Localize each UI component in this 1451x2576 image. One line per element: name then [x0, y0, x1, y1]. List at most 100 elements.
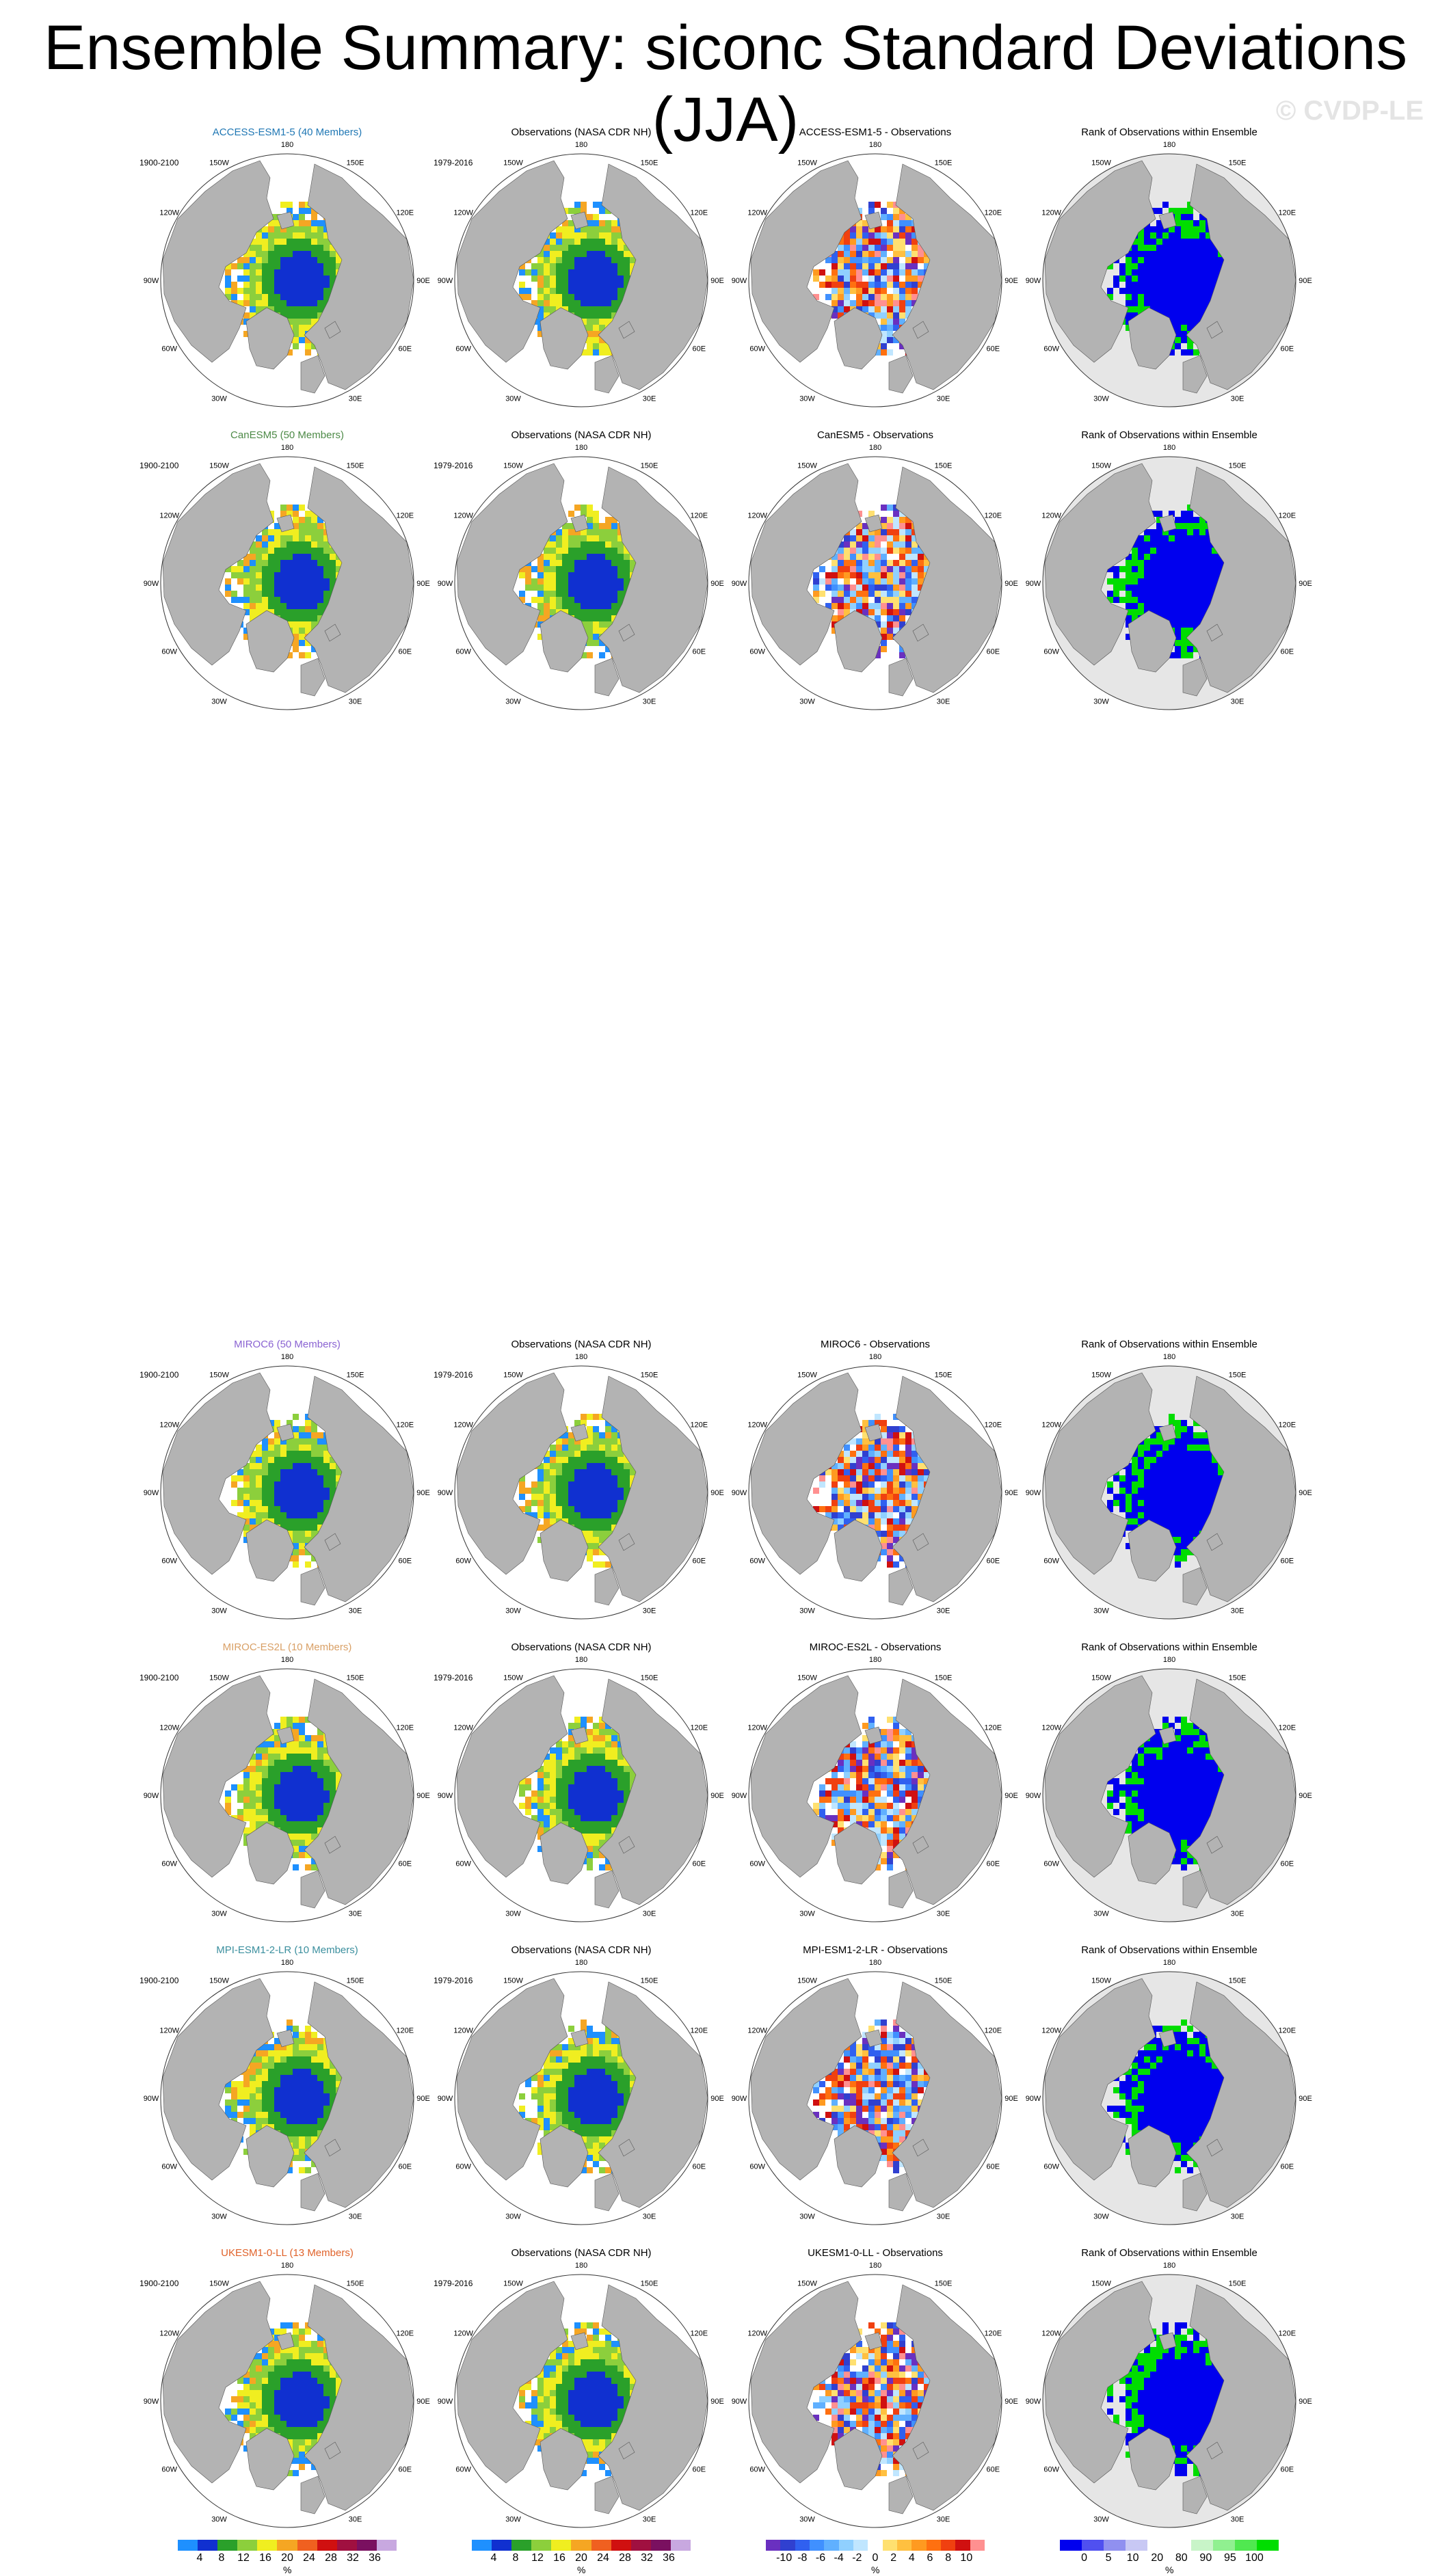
sea-ice-cell [1212, 1457, 1218, 1463]
sea-ice-cell [537, 1488, 544, 1494]
sea-ice-cell [1156, 541, 1162, 548]
land-mass [456, 463, 568, 666]
sea-ice-cell [630, 257, 636, 263]
sea-ice-cell [1150, 232, 1156, 239]
sea-ice-cell [323, 239, 330, 245]
sea-ice-cell [287, 226, 293, 232]
sea-ice-cell [605, 239, 611, 245]
sea-ice-cell [299, 1475, 305, 1481]
sea-ice-cell [850, 1457, 856, 1463]
sea-ice-cell [562, 1518, 568, 1525]
sea-ice-cell [905, 1469, 911, 1475]
sea-ice-cell [305, 226, 311, 232]
sea-ice-cell [1193, 560, 1199, 566]
sea-ice-cell [531, 566, 537, 572]
sea-ice-cell [1162, 251, 1169, 257]
sea-ice-cell [305, 1518, 311, 1525]
sea-ice-cell [1156, 1500, 1162, 1506]
sea-ice-cell [893, 578, 899, 585]
sea-ice-cell [905, 523, 911, 529]
sea-ice-cell [893, 523, 899, 529]
sea-ice-cell [844, 1494, 850, 1500]
sea-ice-cell [862, 1420, 868, 1426]
sea-ice-cell [280, 591, 287, 597]
sea-ice-cell [293, 529, 299, 535]
sea-ice-cell [323, 269, 330, 276]
sea-ice-cell [1144, 294, 1150, 300]
sea-ice-cell [299, 1457, 305, 1463]
sea-ice-cell [293, 1561, 299, 1568]
sea-ice-cell [924, 560, 930, 566]
map-panel-std: Observations (NASA CDR NH) 180 150E 120E 90E… [431, 1339, 732, 1626]
sea-ice-cell [587, 529, 593, 535]
land-mass [162, 1372, 274, 1575]
sea-ice-cell [1181, 1432, 1187, 1438]
sea-ice-cell [537, 560, 544, 566]
land-mass [540, 610, 589, 673]
sea-ice-cell [317, 1457, 323, 1463]
sea-ice-cell [305, 263, 311, 269]
sea-ice-cell [905, 276, 911, 282]
sea-ice-cell [881, 288, 887, 294]
sea-ice-cell [593, 529, 599, 535]
sea-ice-cell [599, 640, 605, 646]
sea-ice-cell [1113, 597, 1119, 603]
sea-ice-cell [881, 1426, 887, 1432]
sea-ice-cell [1187, 511, 1193, 517]
sea-ice-cell [887, 232, 893, 239]
sea-ice-cell [587, 226, 593, 232]
sea-ice-cell [544, 294, 550, 300]
sea-ice-cell [537, 1537, 544, 1543]
sea-ice-cell [562, 232, 568, 239]
sea-ice-cell [574, 282, 581, 288]
polar-map: 180150E120E90E60E30E030W60W90W120W150W [438, 444, 724, 716]
sea-ice-cell [243, 300, 250, 306]
sea-ice-cell [1181, 615, 1187, 621]
sea-ice-cell [1132, 1481, 1138, 1488]
sea-ice-cell [287, 263, 293, 269]
sea-ice-cell [605, 597, 611, 603]
sea-ice-cell [274, 226, 280, 232]
sea-ice-cell [599, 282, 605, 288]
sea-ice-cell [287, 1463, 293, 1469]
watermark: © CVDP-LE [1275, 96, 1424, 126]
sea-ice-cell [918, 578, 924, 585]
sea-ice-cell [856, 1469, 862, 1475]
sea-ice-cell [562, 220, 568, 226]
sea-ice-cell [1206, 1475, 1212, 1481]
sea-ice-cell [924, 263, 930, 269]
sea-ice-cell [605, 1525, 611, 1531]
sea-ice-cell [243, 1488, 250, 1494]
sea-ice-cell [617, 572, 624, 578]
longitude-label: 60W [455, 345, 471, 353]
sea-ice-cell [1132, 1506, 1138, 1512]
sea-ice-cell [287, 251, 293, 257]
sea-ice-cell [1175, 300, 1181, 306]
sea-ice-cell [1162, 239, 1169, 245]
sea-ice-cell [911, 276, 918, 282]
sea-ice-cell [287, 591, 293, 597]
sea-ice-cell [624, 245, 630, 251]
sea-ice-cell [1162, 585, 1169, 591]
sea-ice-cell [556, 548, 562, 554]
sea-ice-cell [844, 294, 850, 300]
sea-ice-cell [875, 1414, 881, 1420]
sea-ice-cell [231, 1500, 237, 1506]
sea-ice-cell [831, 1518, 838, 1525]
sea-ice-cell [599, 1500, 605, 1506]
sea-ice-cell [293, 591, 299, 597]
sea-ice-cell [1138, 245, 1144, 251]
sea-ice-cell [611, 1451, 617, 1457]
sea-ice-cell [899, 300, 905, 306]
sea-ice-cell [887, 1426, 893, 1432]
sea-ice-cell [881, 554, 887, 560]
sea-ice-cell [262, 1481, 268, 1488]
sea-ice-cell [893, 1531, 899, 1537]
sea-ice-cell [544, 1518, 550, 1525]
sea-ice-cell [293, 1531, 299, 1537]
sea-ice-cell [887, 535, 893, 541]
sea-ice-cell [918, 1469, 924, 1475]
sea-ice-cell [825, 603, 831, 609]
sea-ice-cell [280, 541, 287, 548]
sea-ice-cell [587, 1549, 593, 1555]
